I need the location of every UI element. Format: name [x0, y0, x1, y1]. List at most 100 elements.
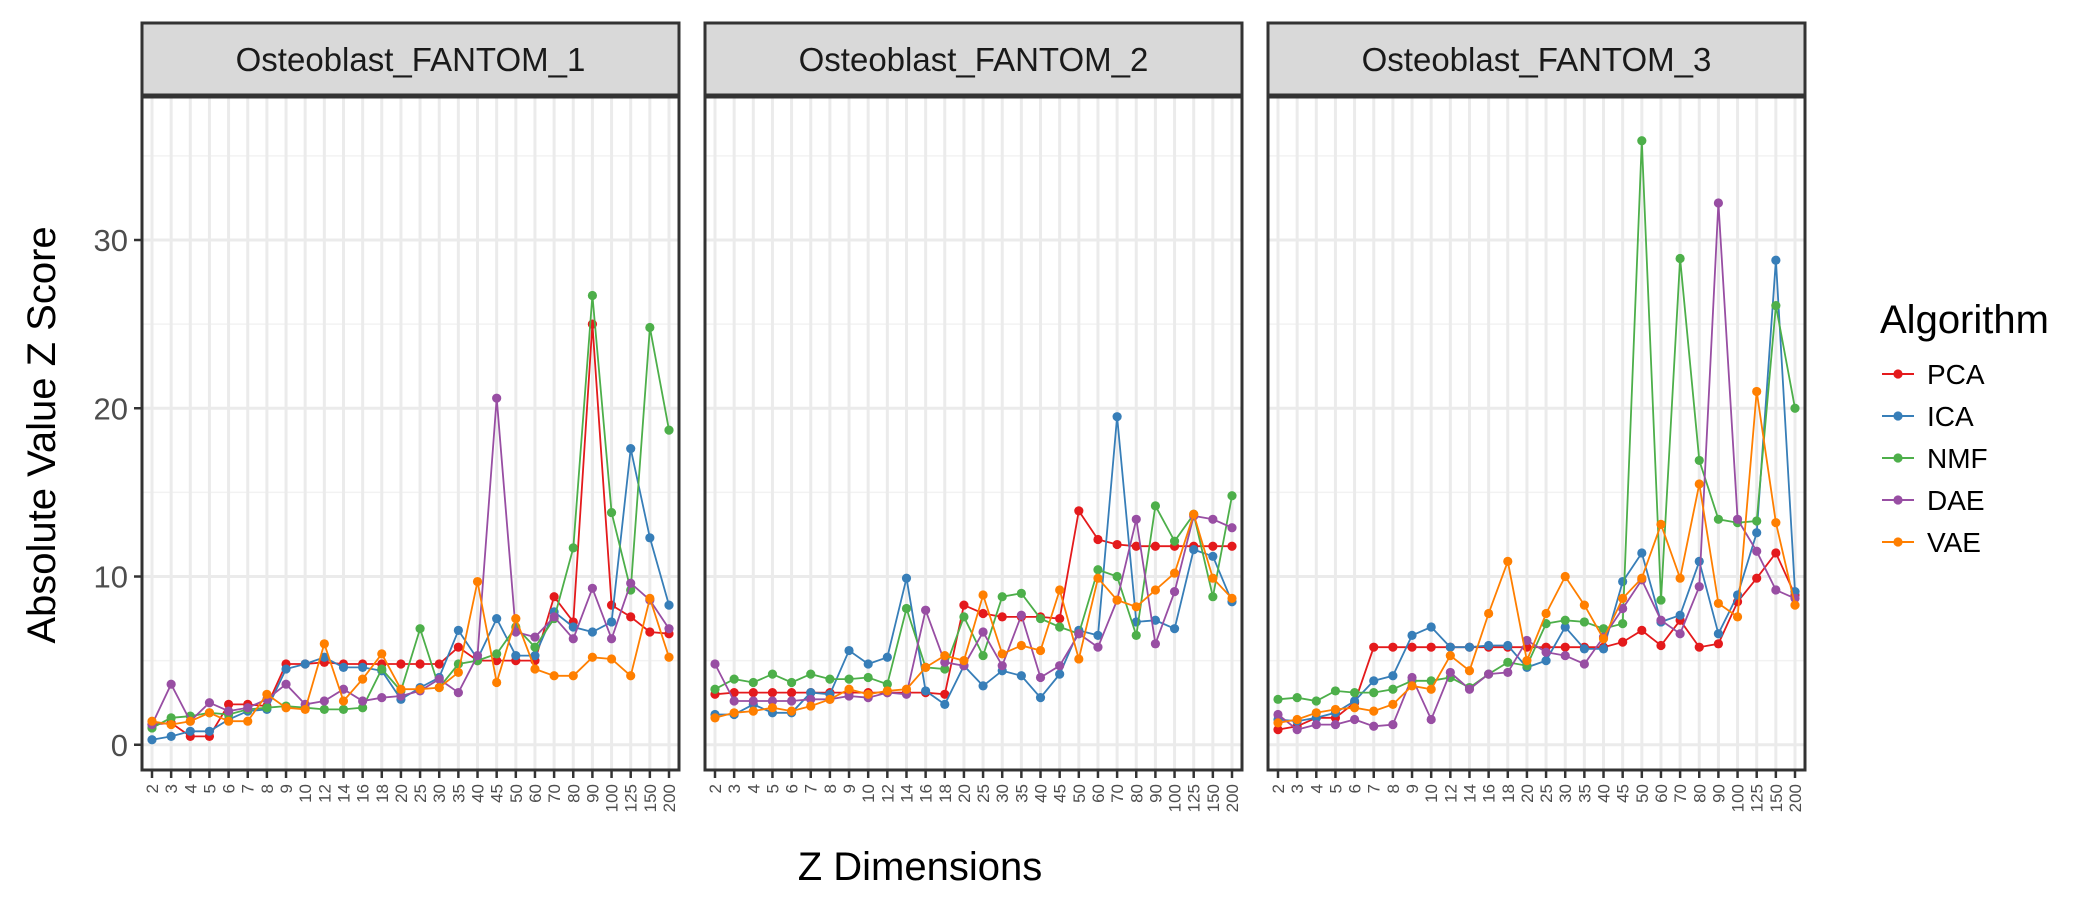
data-point-ica: [1618, 576, 1628, 587]
data-point-vae: [434, 682, 444, 693]
data-point-vae: [166, 719, 176, 730]
panel-2: Osteoblast_FANTOM_22 3 4 5 6 7 8 9 10 12 14 16 18 20 2…: [703, 21, 1244, 812]
data-point-ica: [1694, 556, 1704, 566]
data-point-pca: [1656, 640, 1666, 651]
x-tick-label: 12: [1441, 784, 1460, 803]
legend: Algorithm PCA ICA NMF DAE VAE: [1880, 298, 2049, 558]
data-point-dae: [729, 696, 739, 706]
data-point-dae: [710, 659, 720, 669]
data-point-nmf: [319, 704, 329, 715]
y-tick-label: 0: [111, 728, 128, 763]
y-axis-title: Absolute Value Z Score: [20, 226, 64, 643]
data-point-vae: [863, 689, 873, 699]
data-point-nmf: [882, 679, 892, 689]
data-point-dae: [1150, 639, 1161, 649]
data-point-pca: [1112, 539, 1122, 550]
data-point-pca: [1618, 637, 1628, 647]
data-point-ica: [940, 699, 950, 709]
data-point-vae: [243, 716, 253, 726]
x-tick-label: 150: [1767, 784, 1786, 812]
data-point-dae: [1579, 659, 1589, 669]
data-point-ica: [1016, 671, 1026, 681]
data-point-vae: [1732, 612, 1743, 622]
data-point-dae: [921, 605, 931, 615]
series-line-pca: [151, 324, 670, 738]
data-point-pca: [1227, 541, 1237, 551]
data-point-pca: [1752, 573, 1762, 583]
legend-label: DAE: [1927, 485, 1985, 516]
data-point-ica: [1560, 622, 1570, 632]
data-point-dae: [1227, 523, 1237, 533]
data-point-pca: [767, 688, 778, 698]
data-point-vae: [710, 713, 720, 723]
data-point-nmf: [1503, 657, 1513, 667]
data-point-vae: [882, 686, 892, 696]
data-point-dae: [997, 661, 1007, 671]
data-point-nmf: [1311, 696, 1321, 706]
data-point-vae: [1016, 640, 1026, 651]
data-point-dae: [530, 632, 540, 642]
x-tick-label: 16: [1480, 784, 1499, 803]
data-point-ica: [1503, 640, 1513, 651]
data-point-dae: [587, 583, 598, 593]
x-tick-label: 60: [1652, 784, 1671, 803]
x-tick-label: 90: [583, 784, 602, 803]
x-tick-label: 30: [430, 784, 449, 803]
data-point-nmf: [1388, 684, 1398, 694]
data-point-dae: [1311, 719, 1321, 730]
data-point-nmf: [767, 669, 778, 679]
data-point-nmf: [1752, 516, 1762, 526]
x-tick-label: 6: [1346, 784, 1365, 793]
data-point-pca: [1055, 613, 1065, 624]
data-point-vae: [1637, 573, 1647, 583]
facet-strip: [140, 21, 681, 97]
legend-key-point: [1893, 369, 1903, 379]
x-tick-label: 35: [1012, 784, 1031, 803]
data-point-ica: [1732, 590, 1743, 600]
data-point-pca: [940, 689, 950, 699]
data-point-pca: [1273, 725, 1283, 735]
x-tick-label: 6: [220, 784, 239, 793]
x-tick-label: 3: [725, 784, 744, 793]
data-point-ica: [1112, 412, 1122, 422]
data-point-vae: [1790, 600, 1800, 610]
x-tick-label: 45: [1614, 784, 1633, 803]
data-point-dae: [1541, 647, 1551, 657]
data-point-dae: [1752, 546, 1762, 556]
panel-border: [140, 95, 681, 772]
data-point-nmf: [1093, 565, 1103, 575]
data-point-dae: [1093, 642, 1103, 652]
data-point-nmf: [664, 425, 674, 435]
data-point-nmf: [1330, 686, 1341, 696]
data-point-dae: [1407, 672, 1417, 683]
panel-1: Osteoblast_FANTOM_12 3 4 5 6 7 8 9 10 12 14 16 18 20 2…: [94, 21, 681, 812]
series-line-nmf: [1277, 140, 1796, 702]
data-point-ica: [1426, 622, 1436, 632]
data-point-ica: [978, 681, 988, 691]
data-point-dae: [1016, 610, 1026, 620]
x-tick-label: 20: [1518, 784, 1537, 803]
data-point-vae: [568, 671, 578, 681]
x-tick-label: 200: [1223, 784, 1242, 812]
data-point-dae: [1445, 667, 1455, 678]
data-point-ica: [1484, 640, 1494, 651]
series-line-dae: [151, 398, 670, 725]
data-point-dae: [281, 679, 291, 689]
data-point-vae: [844, 684, 854, 694]
data-point-vae: [511, 613, 521, 624]
data-point-nmf: [710, 684, 720, 694]
data-point-ica: [882, 652, 892, 662]
data-point-nmf: [1598, 624, 1609, 634]
data-point-vae: [1112, 595, 1122, 605]
data-point-vae: [1560, 571, 1570, 582]
data-point-ica: [1169, 624, 1180, 634]
x-tick-label: 5: [1326, 784, 1345, 793]
x-tick-label: 50: [1070, 784, 1089, 803]
data-point-nmf: [901, 603, 912, 614]
data-point-ica: [1407, 630, 1417, 641]
data-point-dae: [844, 691, 854, 701]
x-tick-label: 35: [449, 784, 468, 803]
data-point-nmf: [645, 322, 655, 333]
data-point-vae: [1713, 598, 1724, 609]
